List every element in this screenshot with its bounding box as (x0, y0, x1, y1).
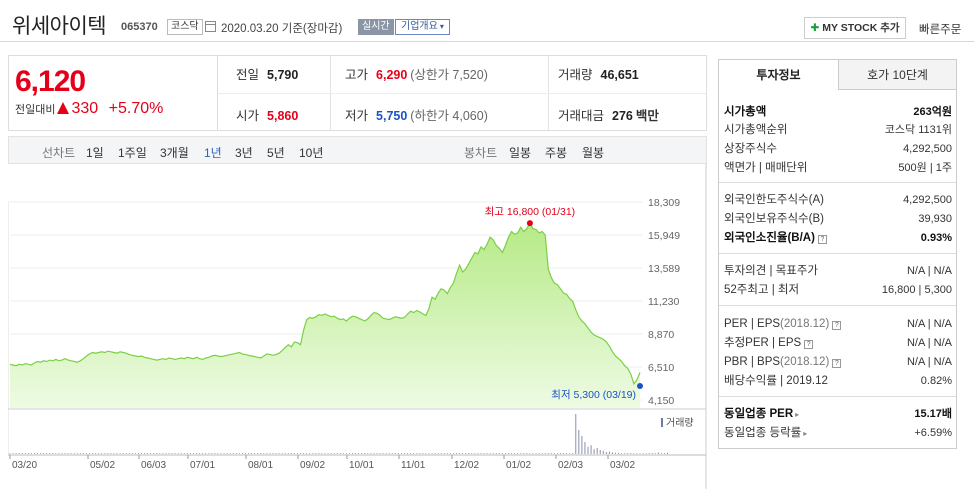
pbr-row: PBR | BPS(2018.12)? N/A | N/A (724, 356, 952, 368)
add-mystock-label: MY STOCK 추가 (822, 22, 900, 34)
period-3y[interactable]: 3년 (235, 146, 253, 160)
investment-info-panel: 투자정보 호가 10단계 시가총액 263억원 시가총액순위 코스닥 1131위 상… (718, 59, 957, 449)
foreign-limit-row: 외국인한도주식수(A) 4,292,500 (724, 194, 952, 206)
reference-date: 2020.03.20 기준(장마감) (221, 23, 343, 35)
trade-amount: 거래대금 276 백만 (558, 109, 659, 123)
y-tick-label: 6,510 (648, 362, 674, 374)
help-icon[interactable]: ? (817, 235, 827, 244)
price-line (9, 221, 641, 386)
x-tick-label: 06/03 (141, 460, 166, 471)
x-tick-label: 03/02 (610, 460, 635, 471)
x-tick-label: 08/01 (248, 460, 273, 471)
tab-order-book[interactable]: 호가 10단계 (838, 60, 956, 90)
max-price-label: 최고 16,800 (01/31) (485, 206, 576, 218)
x-tick-label: 01/02 (506, 460, 531, 471)
x-tick-label: 12/02 (454, 460, 479, 471)
foreign-hold-row: 외국인보유주식수(B) 39,930 (724, 213, 952, 225)
min-price-label: 최저 5,300 (03/19) (551, 389, 636, 401)
x-tick-label: 10/01 (349, 460, 374, 471)
candle-chart-label: 봉차트 (464, 146, 498, 160)
add-mystock-button[interactable]: ✚ MY STOCK 추가 (804, 17, 906, 39)
realtime-button[interactable]: 실시간 (358, 19, 394, 35)
max-price-marker (526, 220, 533, 227)
open-price: 시가 5,860 (236, 109, 299, 123)
price-chart-svg: 18,309 15,949 13,589 11,230 8,870 6,510 4,150 최… (8, 164, 707, 489)
dividend-row: 배당수익률 | 2019.12 0.82% (724, 375, 952, 387)
low-price: 저가 5,750 (하한가 4,060) (345, 109, 488, 123)
chart-period-bar: 선차트 1일 1주일 3개월 1년 3년 5년 10년 봉차트 일봉 주봉 월봉 (8, 136, 707, 164)
high-price: 고가 6,290 (상한가 7,520) (345, 68, 488, 82)
sector-per-row: 동일업종 PER ▸ 15.17배 (724, 408, 952, 420)
period-3m[interactable]: 3개월 (160, 146, 189, 160)
x-tick-label: 05/02 (90, 460, 115, 471)
tab-investment-info[interactable]: 투자정보 (719, 60, 838, 90)
market-badge: 코스닥 (167, 19, 203, 35)
listed-shares-row: 상장주식수 4,292,500 (724, 143, 952, 155)
week52-row: 52주최고 | 최저 16,800 | 5,300 (724, 284, 952, 296)
x-tick-label: 09/02 (300, 460, 325, 471)
company-overview-label: 기업개요 (401, 21, 438, 32)
y-tick-label: 18,309 (648, 197, 680, 209)
y-tick-label: 8,870 (648, 329, 674, 341)
y-tick-label: 4,150 (648, 395, 674, 407)
x-tick-label: 11/01 (401, 460, 426, 471)
par-value-row: 액면가 | 매매단위 500원 | 1주 (724, 162, 952, 174)
current-price: 6,120 (15, 65, 86, 98)
period-1w[interactable]: 1주일 (118, 146, 147, 160)
candle-monthly[interactable]: 월봉 (582, 146, 605, 160)
price-change: 전일대비 330 +5.70% (15, 100, 163, 118)
info-tabs: 투자정보 호가 10단계 (719, 60, 956, 90)
x-tick-label: 03/20 (12, 460, 37, 471)
change-label: 전일대비 (15, 104, 56, 116)
company-overview-button[interactable]: 기업개요 ▾ (395, 19, 450, 35)
up-triangle-icon (57, 102, 70, 114)
y-tick-label: 11,230 (648, 296, 679, 308)
prev-close: 전일 5,790 (236, 68, 299, 82)
market-cap-row: 시가총액 263억원 (724, 106, 952, 118)
period-10y[interactable]: 10년 (299, 146, 324, 160)
caret-right-icon: ▸ (803, 429, 808, 438)
calendar-icon (205, 21, 216, 32)
x-tick-label: 02/03 (558, 460, 583, 471)
price-chart: 18,309 15,949 13,589 11,230 8,870 6,510 4,150 최… (8, 164, 707, 489)
plus-icon: ✚ (810, 22, 820, 34)
help-icon[interactable]: ? (804, 340, 814, 349)
period-5y[interactable]: 5년 (267, 146, 285, 160)
line-chart-label: 선차트 (42, 146, 76, 160)
candle-weekly[interactable]: 주봉 (545, 146, 568, 160)
stock-name: 위세아이텍 (12, 15, 107, 38)
candle-daily[interactable]: 일봉 (509, 146, 532, 160)
target-price-row: 투자의견 | 목표주가 N/A | N/A (724, 265, 952, 277)
market-cap-rank-row: 시가총액순위 코스닥 1131위 (724, 124, 952, 136)
stock-header: 위세아이텍 065370 코스닥 2020.03.20 기준(장마감) 실시간 … (0, 0, 974, 42)
est-per-row: 추정PER | EPS? N/A | N/A (724, 337, 952, 349)
volume-legend-swatch (661, 418, 663, 427)
quick-order-link[interactable]: 빠른주문 (919, 24, 962, 36)
stock-code: 065370 (121, 21, 158, 33)
caret-right-icon: ▸ (795, 410, 800, 419)
y-tick-label: 13,589 (648, 263, 680, 275)
x-tick-label: 07/01 (190, 460, 215, 471)
sector-change-row: 동일업종 등락률 ▸ +6.59% (724, 427, 952, 439)
period-1d[interactable]: 1일 (86, 146, 104, 160)
per-row: PER | EPS(2018.12)? N/A | N/A (724, 318, 952, 330)
change-percent: +5.70% (108, 100, 164, 117)
quote-table: 전일 5,790 고가 6,290 (상한가 7,520) 거래량 46,651 시가 5… (217, 55, 707, 131)
min-price-marker (637, 383, 643, 389)
price-area (10, 223, 640, 408)
period-1y[interactable]: 1년 (204, 146, 222, 160)
volume-legend-label: 거래량 (666, 417, 694, 429)
help-icon[interactable]: ? (832, 321, 842, 330)
chevron-down-icon: ▾ (439, 22, 444, 31)
foreign-ratio-row: 외국인소진율(B/A)? 0.93% (724, 232, 952, 244)
current-price-panel: 6,120 전일대비 330 +5.70% (8, 55, 217, 131)
help-icon[interactable]: ? (832, 359, 842, 368)
volume: 거래량 46,651 (558, 68, 639, 82)
change-amount: 330 (71, 100, 99, 117)
y-tick-label: 15,949 (648, 230, 680, 242)
